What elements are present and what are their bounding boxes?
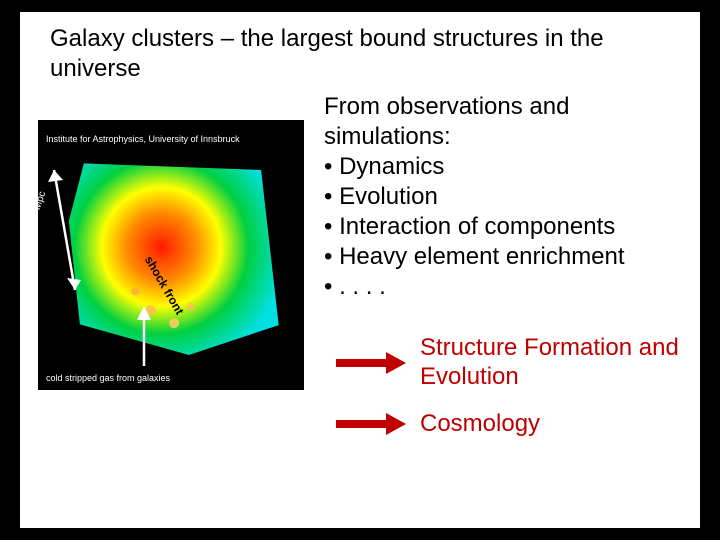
gas-blob-graphic	[59, 139, 287, 367]
text-column: From observations and simulations: Dynam…	[324, 92, 682, 456]
conclusion-text: Structure Formation and Evolution	[420, 334, 682, 392]
slide: Galaxy clusters – the largest bound stru…	[20, 12, 700, 528]
bullet-item: Evolution	[324, 182, 682, 212]
slide-title: Galaxy clusters – the largest bound stru…	[50, 24, 682, 84]
implication-arrow-icon	[336, 352, 406, 374]
conclusion-row: Cosmology	[324, 410, 682, 439]
conclusion-row: Structure Formation and Evolution	[324, 334, 682, 392]
scale-arrow-icon	[48, 158, 84, 298]
bullet-item: Heavy element enrichment	[324, 242, 682, 272]
figure-column: 2.5 Mpc shock front Institute for Astrop…	[38, 92, 308, 456]
scale-label: 2.5 Mpc	[38, 190, 48, 227]
intro-text: From observations and simulations:	[324, 92, 682, 152]
figure-caption: cold stripped gas from galaxies	[46, 373, 170, 383]
bullet-list: Dynamics Evolution Interaction of compon…	[324, 152, 682, 302]
bullet-item: Dynamics	[324, 152, 682, 182]
bullet-item: . . . .	[324, 272, 682, 302]
content-row: 2.5 Mpc shock front Institute for Astrop…	[38, 92, 682, 456]
conclusion-text: Cosmology	[420, 410, 540, 439]
bullet-item: Interaction of components	[324, 212, 682, 242]
figure-attribution: Institute for Astrophysics, University o…	[46, 134, 240, 144]
implication-arrow-icon	[336, 413, 406, 435]
stripped-gas-arrow-icon	[134, 306, 154, 368]
conclusions-block: Structure Formation and Evolution Cosmol…	[324, 334, 682, 438]
simulation-figure: 2.5 Mpc shock front Institute for Astrop…	[38, 120, 304, 390]
